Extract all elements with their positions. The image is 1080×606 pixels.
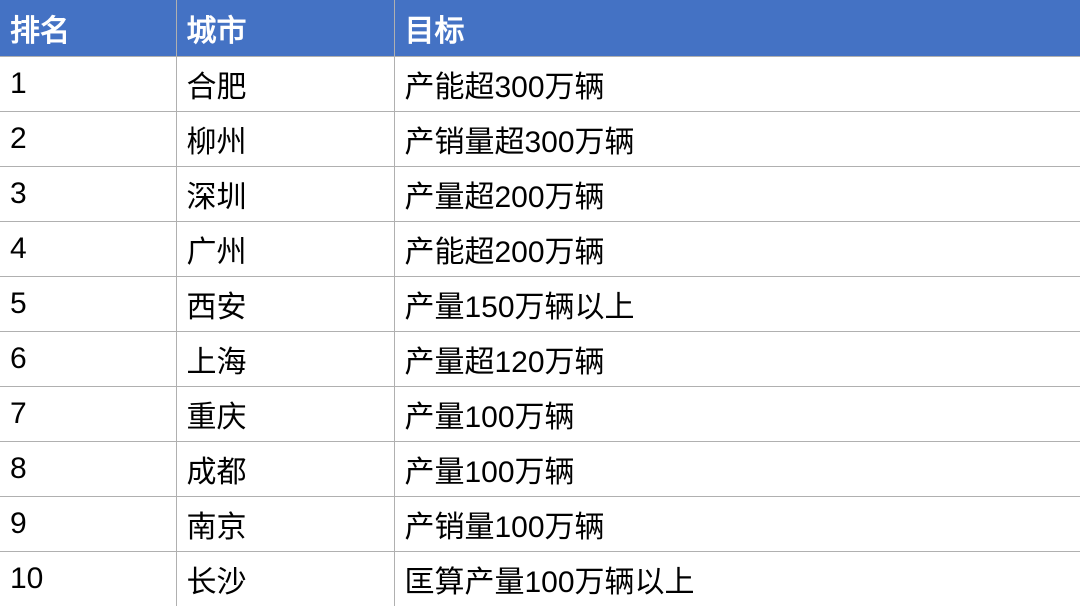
cell-city: 上海 bbox=[176, 332, 394, 387]
cell-rank: 9 bbox=[0, 497, 176, 552]
header-city: 城市 bbox=[176, 0, 394, 57]
table-row: 7 重庆 产量100万辆 bbox=[0, 387, 1080, 442]
cell-goal: 匡算产量100万辆以上 bbox=[394, 552, 1080, 606]
cell-city: 长沙 bbox=[176, 552, 394, 606]
cell-rank: 2 bbox=[0, 112, 176, 167]
cell-goal: 产量超120万辆 bbox=[394, 332, 1080, 387]
cell-city: 广州 bbox=[176, 222, 394, 277]
cell-rank: 1 bbox=[0, 57, 176, 112]
cell-goal: 产量100万辆 bbox=[394, 387, 1080, 442]
cell-rank: 5 bbox=[0, 277, 176, 332]
cell-city: 深圳 bbox=[176, 167, 394, 222]
cell-rank: 7 bbox=[0, 387, 176, 442]
cell-goal: 产量超200万辆 bbox=[394, 167, 1080, 222]
cell-rank: 4 bbox=[0, 222, 176, 277]
cell-rank: 6 bbox=[0, 332, 176, 387]
cell-goal: 产量100万辆 bbox=[394, 442, 1080, 497]
header-rank: 排名 bbox=[0, 0, 176, 57]
cell-city: 合肥 bbox=[176, 57, 394, 112]
table-row: 9 南京 产销量100万辆 bbox=[0, 497, 1080, 552]
cell-goal: 产销量100万辆 bbox=[394, 497, 1080, 552]
table-row: 3 深圳 产量超200万辆 bbox=[0, 167, 1080, 222]
cell-goal: 产能超300万辆 bbox=[394, 57, 1080, 112]
data-table: 排名 城市 目标 1 合肥 产能超300万辆 2 柳州 产销量超300万辆 3 … bbox=[0, 0, 1080, 606]
cell-city: 成都 bbox=[176, 442, 394, 497]
table-row: 2 柳州 产销量超300万辆 bbox=[0, 112, 1080, 167]
table-row: 5 西安 产量150万辆以上 bbox=[0, 277, 1080, 332]
cell-rank: 10 bbox=[0, 552, 176, 606]
table-row: 10 长沙 匡算产量100万辆以上 bbox=[0, 552, 1080, 606]
table-row: 8 成都 产量100万辆 bbox=[0, 442, 1080, 497]
cell-goal: 产能超200万辆 bbox=[394, 222, 1080, 277]
city-goal-table: 排名 城市 目标 1 合肥 产能超300万辆 2 柳州 产销量超300万辆 3 … bbox=[0, 0, 1080, 606]
cell-city: 西安 bbox=[176, 277, 394, 332]
cell-rank: 3 bbox=[0, 167, 176, 222]
cell-goal: 产销量超300万辆 bbox=[394, 112, 1080, 167]
table-row: 6 上海 产量超120万辆 bbox=[0, 332, 1080, 387]
cell-city: 柳州 bbox=[176, 112, 394, 167]
table-header-row: 排名 城市 目标 bbox=[0, 0, 1080, 57]
header-goal: 目标 bbox=[394, 0, 1080, 57]
cell-city: 重庆 bbox=[176, 387, 394, 442]
table-row: 1 合肥 产能超300万辆 bbox=[0, 57, 1080, 112]
cell-goal: 产量150万辆以上 bbox=[394, 277, 1080, 332]
cell-rank: 8 bbox=[0, 442, 176, 497]
cell-city: 南京 bbox=[176, 497, 394, 552]
table-row: 4 广州 产能超200万辆 bbox=[0, 222, 1080, 277]
